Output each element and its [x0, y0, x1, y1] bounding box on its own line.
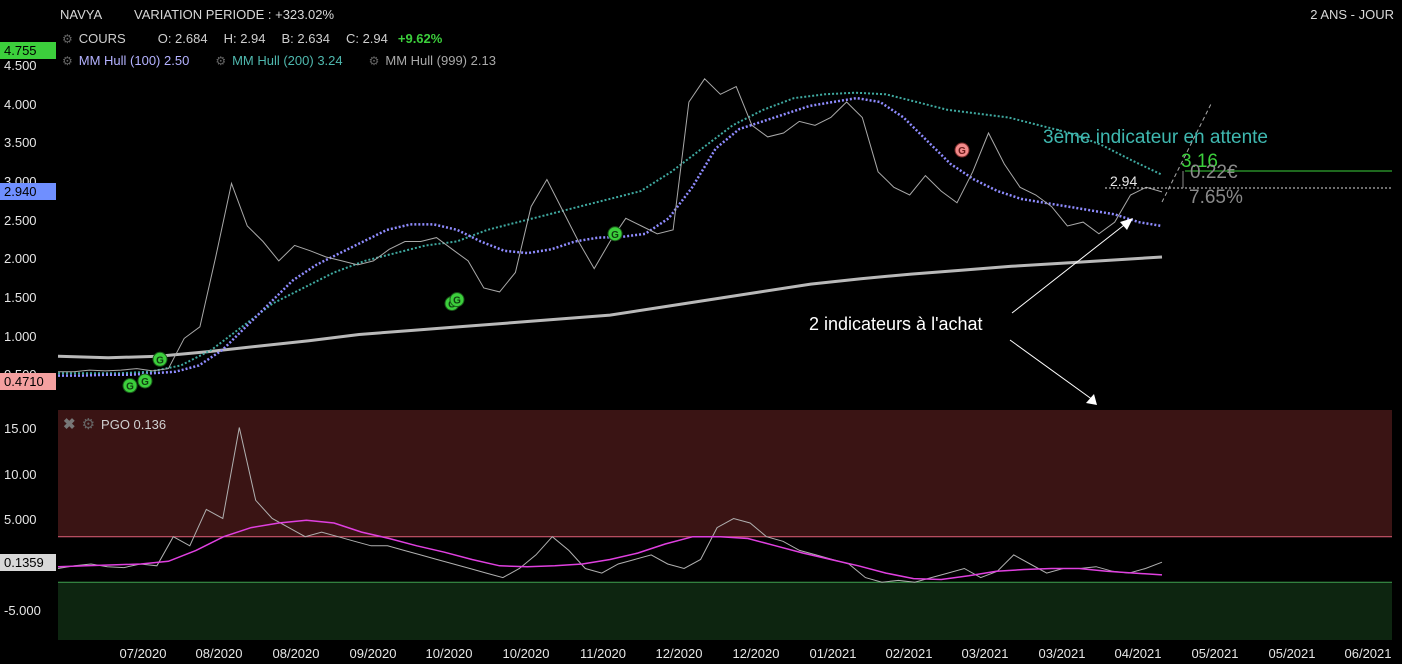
buy-signal-marker — [449, 292, 465, 308]
x-tick: 05/2021 — [1191, 646, 1239, 661]
hull100-label: MM Hull (100) 2.50 — [78, 53, 190, 68]
y-tick: 5.000 — [4, 512, 37, 527]
y-tick: 4.000 — [4, 97, 37, 112]
gear-icon[interactable]: ⚙ — [215, 53, 227, 68]
low-value: B: 2.634 — [281, 31, 330, 46]
x-tick: 12/2020 — [655, 646, 703, 661]
low-value-tag: 0.4710 — [0, 373, 56, 390]
sell-signal: G — [954, 142, 970, 158]
x-tick: 11/2020 — [579, 646, 627, 661]
hull999-line — [57, 255, 1163, 360]
gear-icon[interactable]: ⚙ — [62, 53, 73, 68]
x-tick: 09/2020 — [349, 646, 397, 661]
ma-legend: ⚙ MM Hull (100) 2.50 ⚙ MM Hull (200) 3.2… — [62, 53, 496, 68]
x-tick: 07/2020 — [119, 646, 167, 661]
arrow-head-upper — [1120, 218, 1133, 230]
x-tick: 03/2021 — [1038, 646, 1086, 661]
variation-text: VARIATION PERIODE : +323.02% — [134, 7, 335, 22]
delta-value: 0.22€ — [1190, 162, 1238, 183]
overbought-zone — [58, 410, 1392, 537]
buy-signal-letter: G — [156, 355, 164, 366]
x-tick: 06/2021 — [1344, 646, 1392, 661]
y-tick: 10.00 — [4, 467, 37, 482]
buy-signal-letter: G — [126, 382, 134, 393]
cours-label: COURS — [78, 31, 126, 46]
hull200-label: MM Hull (200) 3.24 — [232, 53, 343, 68]
sell-signal-marker — [954, 142, 970, 158]
y-tick: -5.000 — [4, 603, 41, 618]
ticker: NAVYA — [60, 7, 103, 22]
arrow-line-upper — [1011, 221, 1129, 314]
x-tick: 10/2020 — [425, 646, 473, 661]
price-line — [58, 78, 1163, 373]
open-value: O: 2.684 — [157, 31, 208, 46]
pgo-legend: ✖ ⚙ PGO 0.136 — [63, 415, 166, 433]
sell-signal-letter: G — [958, 146, 966, 157]
price-legend: ⚙ COURS O: 2.684 H: 2.94 B: 2.634 C: 2.9… — [62, 31, 442, 46]
oversold-zone — [58, 582, 1392, 640]
y-tick: 1.000 — [4, 329, 37, 344]
y-tick: 4.500 — [4, 58, 37, 73]
x-tick: 08/2020 — [272, 646, 320, 661]
last-price-tag: 2.940 — [0, 183, 56, 200]
buy-signal: G — [137, 373, 153, 389]
x-tick: 01/2021 — [809, 646, 857, 661]
y-tick: 2.500 — [4, 213, 37, 228]
projection-line — [1161, 101, 1213, 203]
buy-signal-marker — [152, 351, 168, 367]
y-tick: 15.00 — [4, 421, 37, 436]
y-tick: 1.500 — [4, 290, 37, 305]
gear-icon[interactable]: ⚙ — [368, 53, 380, 68]
close-value: C: 2.94 — [345, 31, 388, 46]
x-tick: 04/2021 — [1114, 646, 1162, 661]
close-icon[interactable]: ✖ — [63, 416, 76, 433]
hull100-line — [58, 96, 1163, 377]
pgo-value-tag: 0.1359 — [0, 554, 56, 571]
x-tick: 03/2021 — [961, 646, 1009, 661]
top-value-tag: 4.755 — [0, 42, 56, 59]
pgo-label: PGO 0.136 — [101, 416, 167, 432]
arrow-head-lower — [1086, 394, 1097, 405]
high-value: H: 2.94 — [223, 31, 266, 46]
arrow-line-lower — [1009, 339, 1094, 401]
buy-signal: G — [122, 378, 138, 394]
buy-signal: G — [607, 226, 623, 242]
buy-signal-marker — [122, 378, 138, 394]
buy-signal-marker — [607, 226, 623, 242]
buy-signal-marker — [137, 373, 153, 389]
x-tick: 10/2020 — [502, 646, 550, 661]
period-selector[interactable]: 2 ANS - JOUR — [1310, 7, 1394, 22]
close-price-label: 2.94 — [1110, 173, 1138, 189]
gear-icon[interactable]: ⚙ — [81, 416, 96, 433]
hull999-label: MM Hull (999) 2.13 — [385, 53, 496, 68]
gear-icon[interactable]: ⚙ — [62, 31, 73, 46]
y-tick: 2.000 — [4, 251, 37, 266]
buy-signal-letter: G — [453, 296, 461, 307]
x-tick: 02/2021 — [885, 646, 933, 661]
target-price: 3.16 — [1181, 151, 1218, 172]
change-value: +9.62% — [397, 31, 443, 46]
x-tick: 08/2020 — [195, 646, 243, 661]
buy-signal: G — [152, 351, 168, 367]
two-indicators-note: 2 indicateurs à l'achat — [809, 314, 983, 334]
hull200-line — [58, 91, 1163, 375]
pgo-ma-line — [57, 519, 1163, 581]
buy-signal-letter: G — [611, 230, 619, 241]
third-indicator-note: 3ème indicateur en attente — [1043, 127, 1268, 148]
y-tick: 3.500 — [4, 135, 37, 150]
x-tick: 05/2021 — [1268, 646, 1316, 661]
x-tick: 12/2020 — [732, 646, 780, 661]
buy-signal-letter: G — [141, 377, 149, 388]
pgo-line — [57, 427, 1163, 583]
buy-signal: G — [449, 292, 465, 308]
delta-percent: 7.65% — [1189, 187, 1243, 208]
